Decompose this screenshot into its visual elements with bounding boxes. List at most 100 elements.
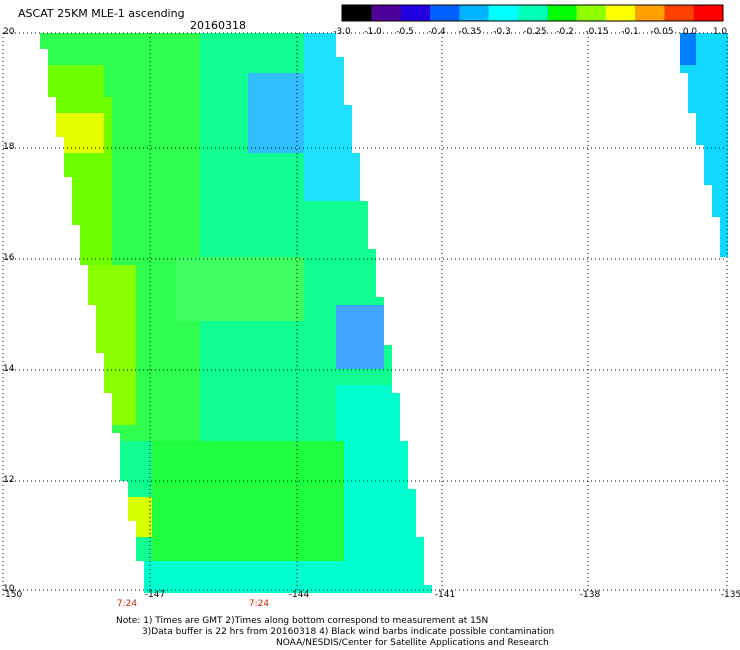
swath-cell (272, 473, 280, 481)
swath-cell (136, 97, 144, 105)
swath-cell (376, 353, 384, 361)
swath-cell (104, 281, 112, 289)
swath-cell (224, 313, 232, 321)
swath-cell (304, 177, 312, 185)
swath-cell (328, 577, 336, 585)
swath-cell (152, 217, 160, 225)
swath-cell (184, 321, 192, 329)
swath-cell (264, 425, 272, 433)
swath-cell (400, 553, 408, 561)
swath-cell (248, 241, 256, 249)
swath-cell (200, 249, 208, 257)
swath-cell (376, 337, 384, 345)
swath-cell (120, 401, 128, 409)
swath-cell (296, 209, 304, 217)
swath-cell (392, 449, 400, 457)
swath-cell (696, 105, 704, 113)
swath-cell (304, 41, 312, 49)
swath-cell (88, 33, 96, 41)
swath-cell (376, 513, 384, 521)
swath-cell (400, 585, 408, 593)
swath-cell (88, 249, 96, 257)
swath-cell (280, 145, 288, 153)
swath-cell (336, 281, 344, 289)
swath-cell (320, 425, 328, 433)
swath-cell (344, 209, 352, 217)
swath-cell (328, 265, 336, 273)
swath-cell (336, 137, 344, 145)
swath-cell (360, 281, 368, 289)
swath-cell (200, 273, 208, 281)
swath-cell (264, 153, 272, 161)
swath-cell (232, 129, 240, 137)
swath-cell (696, 113, 704, 121)
swath-cell (208, 57, 216, 65)
swath-cell (336, 545, 344, 553)
swath-cell (160, 289, 168, 297)
swath-cell (312, 241, 320, 249)
swath-cell (72, 97, 80, 105)
swath-cell (720, 49, 728, 57)
swath-cell (336, 201, 344, 209)
swath-cell (312, 513, 320, 521)
swath-cell (72, 169, 80, 177)
swath-cell (360, 513, 368, 521)
swath-cell (192, 97, 200, 105)
swath-cell (336, 473, 344, 481)
swath-cell (304, 33, 312, 41)
swath-cell (720, 65, 728, 73)
swath-cell (136, 361, 144, 369)
swath-cell (360, 209, 368, 217)
swath-cell (176, 361, 184, 369)
swath-cell (192, 497, 200, 505)
swath-cell (336, 393, 344, 401)
swath-cell (192, 113, 200, 121)
colorbar-label: -0.15 (585, 27, 609, 37)
swath-cell (168, 577, 176, 585)
swath-cell (112, 193, 120, 201)
swath-cell (280, 297, 288, 305)
swath-cell (216, 145, 224, 153)
swath-cell (368, 449, 376, 457)
swath-cell (176, 129, 184, 137)
swath-cell (112, 41, 120, 49)
swath-cell (320, 305, 328, 313)
swath-cell (128, 225, 136, 233)
swath-cell (136, 193, 144, 201)
swath-cell (144, 233, 152, 241)
swath-cell (168, 177, 176, 185)
swath-cell (136, 105, 144, 113)
swath-cell (104, 257, 112, 265)
swath-cell (104, 153, 112, 161)
swath-cell (144, 513, 152, 521)
swath-cell (88, 161, 96, 169)
swath-cell (184, 305, 192, 313)
swath-cell (216, 89, 224, 97)
swath-cell (280, 409, 288, 417)
swath-cell (96, 313, 104, 321)
swath-cell (144, 313, 152, 321)
swath-cell (288, 257, 296, 265)
swath-cell (120, 313, 128, 321)
swath-cell (328, 305, 336, 313)
swath-cell (296, 457, 304, 465)
swath-cell (232, 305, 240, 313)
swath-cell (160, 185, 168, 193)
swath-cell (136, 281, 144, 289)
swath-cell (176, 497, 184, 505)
swath-cell (200, 457, 208, 465)
swath-cell (256, 81, 264, 89)
swath-cell (256, 337, 264, 345)
swath-cell (200, 289, 208, 297)
swath-cell (192, 281, 200, 289)
swath-cell (96, 329, 104, 337)
swath-cell (160, 33, 168, 41)
swath-cell (144, 489, 152, 497)
swath-cell (144, 409, 152, 417)
swath-cell (296, 473, 304, 481)
swath-cell (112, 121, 120, 129)
swath-cell (120, 425, 128, 433)
swath-cell (312, 561, 320, 569)
swath-cell (176, 489, 184, 497)
swath-cell (304, 209, 312, 217)
